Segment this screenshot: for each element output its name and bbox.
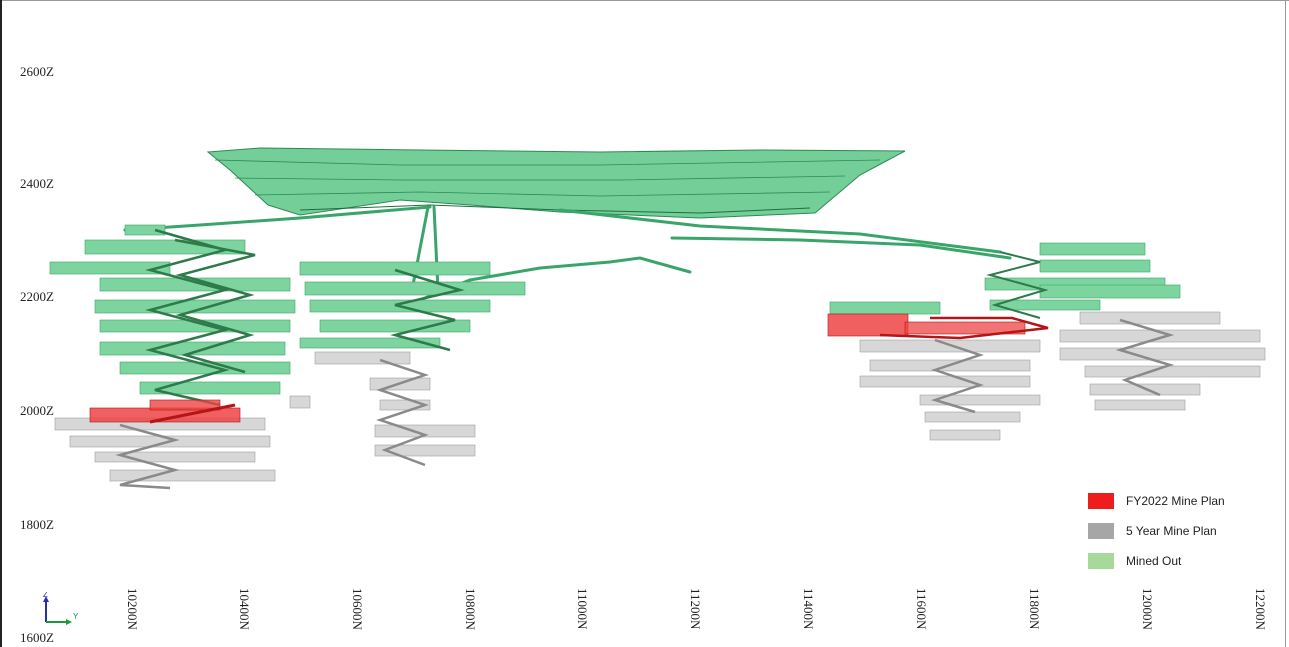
mined-block xyxy=(99,341,286,356)
decline-west xyxy=(123,205,432,232)
axis-triad-icon: Z Y xyxy=(43,592,79,625)
shaft-2 xyxy=(432,205,440,292)
pit-bench-line-2 xyxy=(234,175,846,181)
plan-block xyxy=(1079,311,1221,325)
mined-block xyxy=(124,224,166,236)
plan-block xyxy=(1059,347,1266,361)
axis-triad-z: Z xyxy=(43,592,48,599)
legend-swatch-five-year xyxy=(1088,523,1114,539)
elevation-label-1600: 1600Z xyxy=(20,630,54,645)
mined-block xyxy=(1039,242,1146,256)
legend-swatch-fy2022 xyxy=(1088,493,1114,509)
mined-block xyxy=(49,261,171,275)
frame-left-border xyxy=(0,0,2,647)
legend-label-five-year: 5 Year Mine Plan xyxy=(1126,524,1217,538)
fy2022-drift xyxy=(879,316,1049,340)
legend-item-five-year: 5 Year Mine Plan xyxy=(1088,521,1238,541)
pit-bench-line-1 xyxy=(214,159,881,166)
mined-block xyxy=(1039,259,1151,273)
legend-swatch-mined-out xyxy=(1088,553,1114,569)
legend-label-fy2022: FY2022 Mine Plan xyxy=(1126,494,1225,508)
plan-block xyxy=(94,451,256,463)
plan-block xyxy=(109,469,276,482)
plan-block xyxy=(929,429,1001,441)
plan-block xyxy=(924,411,1021,423)
mined-block xyxy=(299,337,441,349)
mined-block xyxy=(119,361,291,375)
legend: FY2022 Mine Plan 5 Year Mine Plan Mined … xyxy=(1088,491,1238,581)
fy2022-block xyxy=(827,313,909,337)
decline-east-upper xyxy=(558,208,1002,254)
axis-triad-y: Y xyxy=(73,612,79,621)
frame-right-border xyxy=(1285,0,1286,647)
plan-block xyxy=(1084,365,1261,378)
fy2022-plan-zones xyxy=(89,313,1049,424)
plan-block xyxy=(289,395,311,409)
elevation-label-2600: 2600Z xyxy=(20,64,54,79)
open-pit-shell xyxy=(206,147,906,219)
mined-out-west-zone xyxy=(49,224,526,395)
pit-body xyxy=(206,147,906,219)
elevation-label-2000: 2000Z xyxy=(20,403,54,418)
legend-label-mined-out: Mined Out xyxy=(1126,554,1182,568)
mined-block xyxy=(299,261,491,276)
fy2022-block xyxy=(149,399,221,411)
legend-item-fy2022: FY2022 Mine Plan xyxy=(1088,491,1238,511)
fy2022-drift xyxy=(149,403,236,424)
plan-block xyxy=(374,424,476,438)
elevation-label-2400: 2400Z xyxy=(20,176,54,191)
mined-block xyxy=(94,299,296,314)
plan-block xyxy=(919,394,1041,406)
plan-block xyxy=(1094,399,1186,411)
elevation-label-1800: 1800Z xyxy=(20,517,54,532)
mined-block xyxy=(1039,284,1181,299)
legend-item-mined-out: Mined Out xyxy=(1088,551,1238,571)
mined-block xyxy=(989,299,1101,311)
mined-block xyxy=(304,281,526,296)
plan-block xyxy=(379,399,431,411)
ramp-spiral-west xyxy=(145,228,465,407)
pit-bench-line-3 xyxy=(254,191,831,197)
elevation-label-2200: 2200Z xyxy=(20,289,54,304)
fy2022-block xyxy=(904,321,1026,335)
decline-east-lower xyxy=(670,236,1012,260)
mined-out-east-zone xyxy=(829,242,1181,315)
frame-top-border xyxy=(0,0,1289,1)
five-year-ramps xyxy=(115,318,1175,490)
plan-block xyxy=(314,351,411,365)
plan-block xyxy=(374,444,476,457)
five-year-plan-zones xyxy=(54,311,1266,482)
ramp-spiral-east xyxy=(986,251,1049,319)
plan-block xyxy=(859,375,1031,388)
mined-block xyxy=(829,301,941,315)
plan-block xyxy=(1059,329,1261,343)
mined-block xyxy=(319,319,471,333)
